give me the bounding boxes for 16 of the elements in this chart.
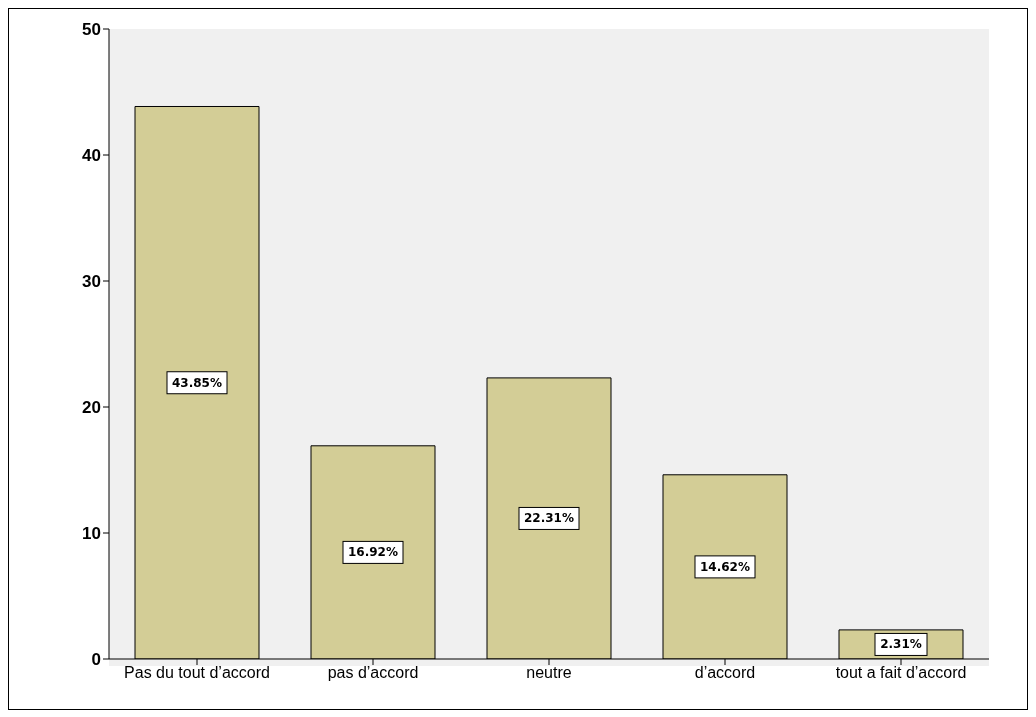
data-label: 2.31% [880, 637, 922, 652]
data-label: 16.92% [348, 545, 398, 560]
data-label: 14.62% [700, 559, 750, 574]
x-tick-label: neutre [526, 664, 572, 682]
x-tick-label: pas d’accord [327, 664, 419, 682]
y-tick-label: 30 [82, 272, 101, 292]
y-tick-label: 10 [82, 524, 101, 544]
x-tick-label: Pas du tout d’accord [124, 664, 270, 682]
data-label: 43.85% [172, 375, 222, 390]
data-label: 22.31% [524, 511, 574, 526]
x-tick-label: d’accord [694, 664, 756, 682]
x-tick-label: tout a fait d’accord [835, 664, 967, 682]
y-tick-label: 20 [82, 398, 101, 418]
y-tick-label: 40 [82, 146, 101, 166]
y-tick-label: 50 [82, 20, 101, 40]
y-tick-label: 0 [91, 650, 101, 670]
